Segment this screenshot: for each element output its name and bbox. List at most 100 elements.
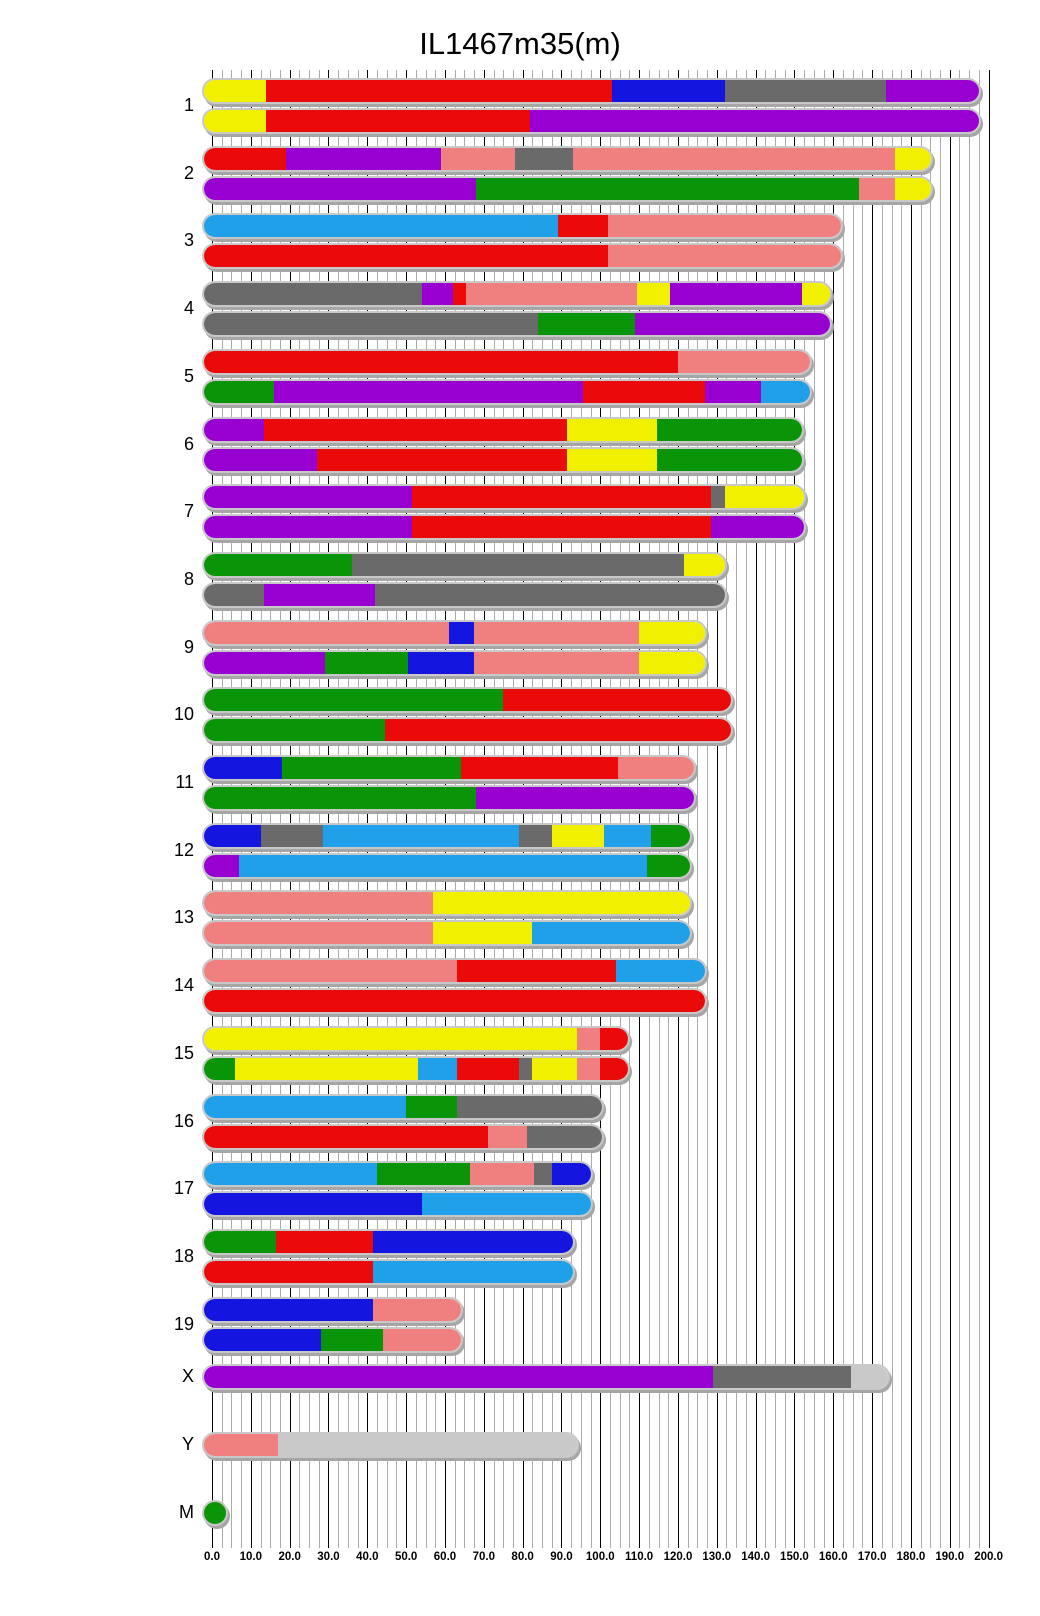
segment-yellow bbox=[551, 824, 605, 847]
chromosome-12-haplotype-2 bbox=[202, 852, 692, 879]
segment-pink bbox=[577, 1057, 601, 1080]
segment-red bbox=[204, 990, 706, 1013]
segment-blue bbox=[551, 1163, 591, 1186]
axis-tick-label: 70.0 bbox=[472, 1551, 495, 1563]
axis-tick-label: 40.0 bbox=[356, 1551, 379, 1563]
segment-gray bbox=[526, 1125, 603, 1148]
chromosome-11-haplotype-2 bbox=[202, 785, 696, 811]
chromosome-12-haplotype-1 bbox=[202, 822, 692, 849]
minor-gridline bbox=[745, 70, 747, 1548]
segment-red bbox=[411, 516, 711, 539]
axis-tick-label: 140.0 bbox=[741, 1551, 770, 1563]
minor-gridline bbox=[969, 70, 971, 1548]
chromosome-label: 19 bbox=[173, 1313, 194, 1334]
segment-yellow bbox=[683, 553, 725, 576]
major-gridline bbox=[716, 70, 718, 1548]
minor-gridline bbox=[930, 70, 932, 1548]
segment-red bbox=[411, 486, 711, 509]
segment-yellow bbox=[532, 1057, 577, 1080]
chromosome-5-haplotype-2 bbox=[202, 378, 813, 405]
axis-tick-label: 30.0 bbox=[317, 1551, 340, 1563]
chromosome-label: 18 bbox=[173, 1245, 194, 1266]
major-gridline bbox=[794, 70, 796, 1548]
segment-green bbox=[204, 553, 352, 576]
segment-lightblue bbox=[417, 1057, 457, 1080]
segment-purple bbox=[274, 380, 583, 403]
segment-pink bbox=[487, 1125, 527, 1148]
segment-green bbox=[377, 1163, 471, 1186]
segment-purple bbox=[705, 380, 762, 403]
minor-gridline bbox=[940, 70, 942, 1548]
segment-gray bbox=[204, 283, 422, 306]
segment-green bbox=[650, 824, 690, 847]
chromosome-label: 15 bbox=[173, 1042, 194, 1063]
segment-blue bbox=[611, 80, 725, 102]
chromosome-11-haplotype-1 bbox=[202, 755, 696, 781]
chromosome-label: M bbox=[179, 1501, 194, 1522]
chromosome-7-haplotype-2 bbox=[202, 514, 807, 541]
segment-lightblue bbox=[532, 922, 690, 945]
minor-gridline bbox=[775, 70, 777, 1548]
chromosome-19-haplotype-2 bbox=[202, 1326, 463, 1353]
segment-lightgray bbox=[850, 1366, 888, 1389]
segment-green bbox=[204, 1230, 277, 1253]
segment-purple bbox=[204, 418, 265, 441]
segment-purple bbox=[710, 516, 805, 539]
axis-tick-label: 190.0 bbox=[935, 1551, 965, 1563]
segment-pink bbox=[382, 1328, 461, 1351]
chromosome-label: 10 bbox=[173, 704, 194, 725]
chromosome-label: Y bbox=[181, 1434, 194, 1454]
segment-yellow bbox=[639, 621, 706, 644]
chromosome-1-haplotype-2 bbox=[202, 108, 982, 134]
segment-gray bbox=[518, 1057, 533, 1080]
segment-red bbox=[276, 1230, 374, 1253]
minor-gridline bbox=[823, 70, 825, 1548]
segment-pink bbox=[577, 1027, 601, 1050]
segment-yellow bbox=[639, 651, 706, 674]
chromosome-2-haplotype-1 bbox=[202, 145, 933, 172]
segment-pink bbox=[677, 350, 811, 373]
segment-blue bbox=[204, 1193, 422, 1216]
segment-gray bbox=[534, 1163, 552, 1186]
segment-gray bbox=[260, 824, 323, 847]
chromosome-label: 14 bbox=[173, 975, 194, 996]
chromosome-14-haplotype-1 bbox=[202, 958, 708, 985]
segment-red bbox=[204, 350, 678, 373]
chromosome-label: 8 bbox=[183, 568, 194, 589]
segment-blue bbox=[448, 621, 475, 644]
minor-gridline bbox=[978, 70, 980, 1548]
segment-blue bbox=[204, 1298, 374, 1321]
segment-lightblue bbox=[615, 960, 706, 983]
chromosome-17-haplotype-1 bbox=[202, 1161, 593, 1188]
minor-gridline bbox=[765, 70, 767, 1548]
chromosome-label: 7 bbox=[183, 501, 194, 522]
axis-tick-label: 180.0 bbox=[896, 1551, 926, 1563]
major-gridline bbox=[988, 70, 990, 1548]
chromosome-label: X bbox=[181, 1366, 194, 1387]
segment-pink bbox=[466, 283, 638, 306]
minor-gridline bbox=[852, 70, 854, 1548]
chromosome-label: 1 bbox=[183, 95, 194, 115]
chromosome-label: 16 bbox=[173, 1110, 194, 1131]
segment-lightblue bbox=[204, 215, 558, 238]
segment-green bbox=[204, 380, 275, 403]
segment-yellow bbox=[204, 1027, 577, 1050]
chromosome-4-haplotype-1 bbox=[202, 281, 832, 308]
axis-tick-label: 200.0 bbox=[974, 1551, 1003, 1563]
chromosome-1-haplotype-1 bbox=[202, 78, 982, 104]
chromosome-16-haplotype-2 bbox=[202, 1123, 605, 1150]
segment-lightblue bbox=[322, 824, 519, 847]
chromosome-17-haplotype-2 bbox=[202, 1191, 593, 1218]
segment-red bbox=[600, 1057, 628, 1080]
segment-pink bbox=[204, 922, 434, 945]
segment-lightblue bbox=[604, 824, 651, 847]
axis-tick-label: 130.0 bbox=[702, 1551, 732, 1563]
segment-yellow bbox=[235, 1057, 418, 1080]
segment-blue bbox=[204, 757, 282, 779]
chromosome-label: 17 bbox=[173, 1178, 194, 1199]
segment-green bbox=[281, 757, 461, 779]
segment-yellow bbox=[724, 486, 805, 509]
segment-gray bbox=[204, 583, 265, 606]
segment-purple bbox=[204, 651, 325, 674]
segment-purple bbox=[635, 313, 830, 336]
